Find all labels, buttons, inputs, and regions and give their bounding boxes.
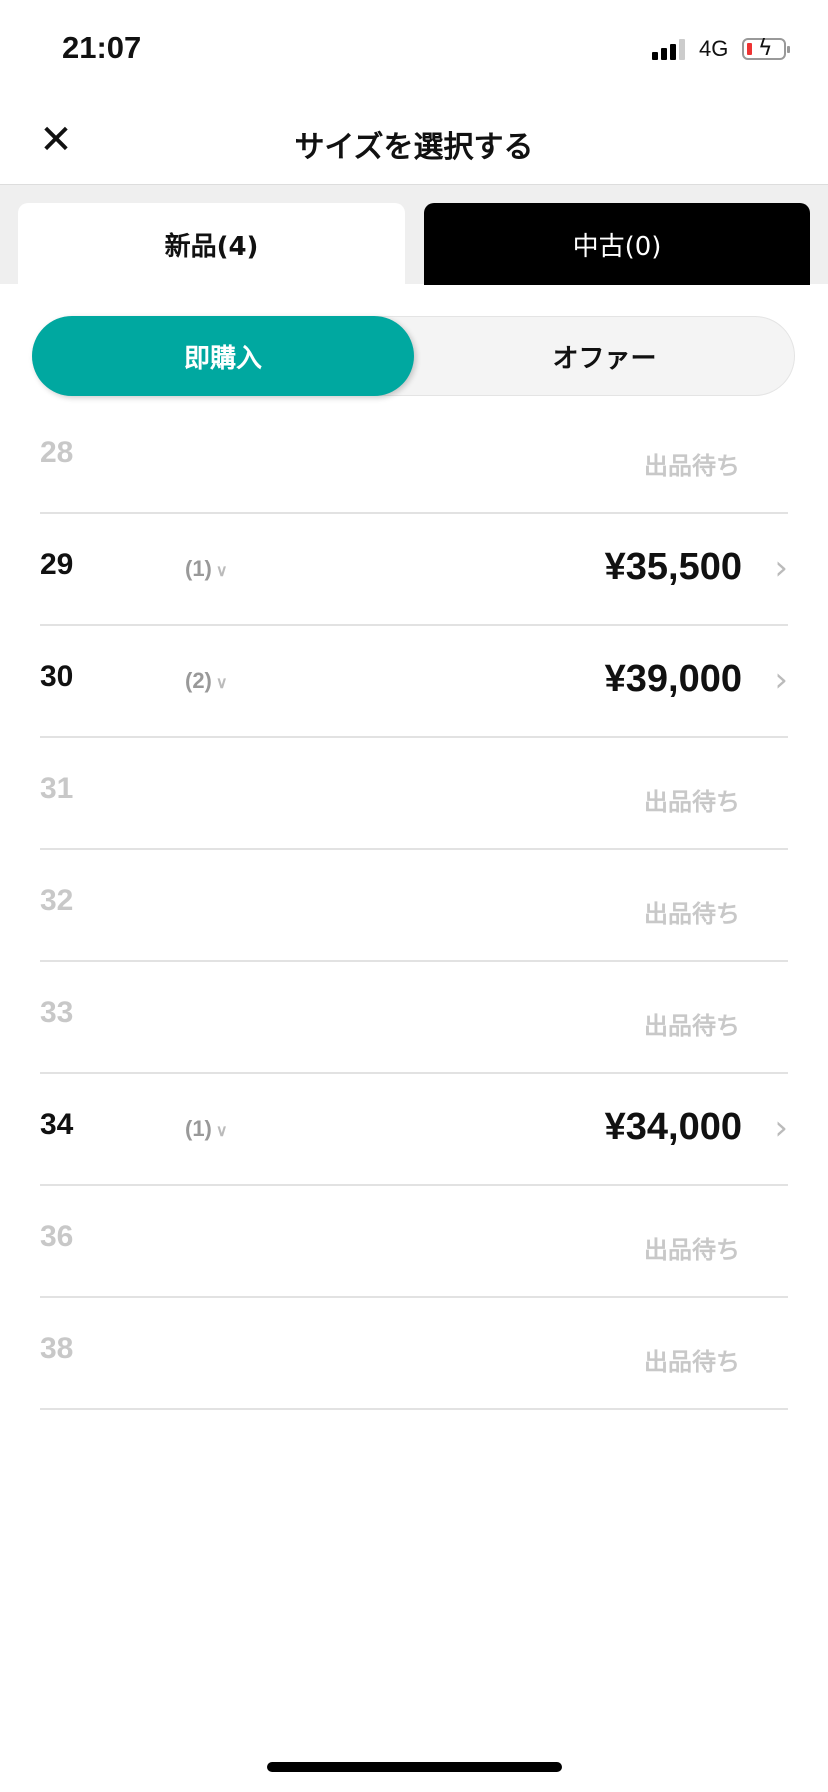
listing-count: (1) bbox=[185, 1116, 212, 1141]
tab-used[interactable]: 中古(0) bbox=[424, 203, 810, 285]
size-label: 28 bbox=[40, 436, 74, 469]
chevron-right-icon: › bbox=[774, 1108, 788, 1148]
tab-new[interactable]: 新品(4) bbox=[18, 203, 405, 285]
size-label: 34 bbox=[40, 1108, 74, 1141]
listing-count: (1) bbox=[185, 556, 212, 581]
size-row: 28 出品待ち bbox=[40, 402, 788, 514]
chevron-right-icon: › bbox=[774, 660, 788, 700]
awaiting-listing-status: 出品待ち bbox=[644, 900, 740, 928]
size-list: 28 出品待ち 29 (1) ∨ ¥35,500 › 30 (2) ∨ ¥39,000 › 31 出品待ち… bbox=[40, 402, 788, 1410]
awaiting-listing-status: 出品待ち bbox=[644, 1236, 740, 1264]
signal-icon bbox=[652, 38, 685, 60]
size-row: 38 出品待ち bbox=[40, 1298, 788, 1410]
chevron-right-icon: › bbox=[774, 548, 788, 588]
listing-count-dropdown[interactable]: (1) ∨ bbox=[185, 1116, 228, 1142]
buy-now-option[interactable]: 即購入 bbox=[32, 316, 414, 396]
size-label: 29 bbox=[40, 548, 74, 581]
page-title: サイズを選択する bbox=[294, 130, 534, 165]
size-row: 31 出品待ち bbox=[40, 738, 788, 850]
size-label: 31 bbox=[40, 772, 74, 805]
size-row: 32 出品待ち bbox=[40, 850, 788, 962]
awaiting-listing-status: 出品待ち bbox=[644, 1348, 740, 1376]
listing-count-dropdown[interactable]: (1) ∨ bbox=[185, 556, 228, 582]
size-label: 36 bbox=[40, 1220, 74, 1253]
size-row[interactable]: 29 (1) ∨ ¥35,500 › bbox=[40, 514, 788, 626]
chevron-down-icon: ∨ bbox=[215, 1123, 228, 1140]
listing-count: (2) bbox=[185, 668, 212, 693]
chevron-down-icon: ∨ bbox=[215, 675, 228, 692]
condition-tabs: 新品(4) 中古(0) bbox=[0, 184, 828, 285]
chevron-down-icon: ∨ bbox=[215, 563, 228, 580]
awaiting-listing-status: 出品待ち bbox=[644, 452, 740, 480]
network-type: 4G bbox=[699, 36, 729, 61]
listing-count-dropdown[interactable]: (2) ∨ bbox=[185, 668, 228, 694]
size-label: 38 bbox=[40, 1332, 74, 1365]
price: ¥34,000 bbox=[604, 1106, 742, 1148]
size-label: 30 bbox=[40, 660, 74, 693]
awaiting-listing-status: 出品待ち bbox=[644, 1012, 740, 1040]
size-row: 36 出品待ち bbox=[40, 1186, 788, 1298]
mode-toggle: 即購入 オファー bbox=[32, 316, 795, 396]
size-label: 32 bbox=[40, 884, 74, 917]
close-icon[interactable]: ✕ bbox=[39, 117, 73, 163]
battery-charging-low-icon: ϟ bbox=[742, 36, 790, 61]
header: ✕ サイズを選択する bbox=[0, 100, 828, 184]
status-time: 21:07 bbox=[62, 30, 142, 65]
size-label: 33 bbox=[40, 996, 74, 1029]
awaiting-listing-status: 出品待ち bbox=[644, 788, 740, 816]
size-row: 33 出品待ち bbox=[40, 962, 788, 1074]
price: ¥35,500 bbox=[604, 546, 742, 588]
offer-option[interactable]: オファー bbox=[552, 343, 657, 374]
home-indicator bbox=[267, 1762, 562, 1772]
status-bar: 21:07 4G ϟ bbox=[0, 0, 828, 100]
size-row[interactable]: 30 (2) ∨ ¥39,000 › bbox=[40, 626, 788, 738]
size-row[interactable]: 34 (1) ∨ ¥34,000 › bbox=[40, 1074, 788, 1186]
price: ¥39,000 bbox=[604, 658, 742, 700]
